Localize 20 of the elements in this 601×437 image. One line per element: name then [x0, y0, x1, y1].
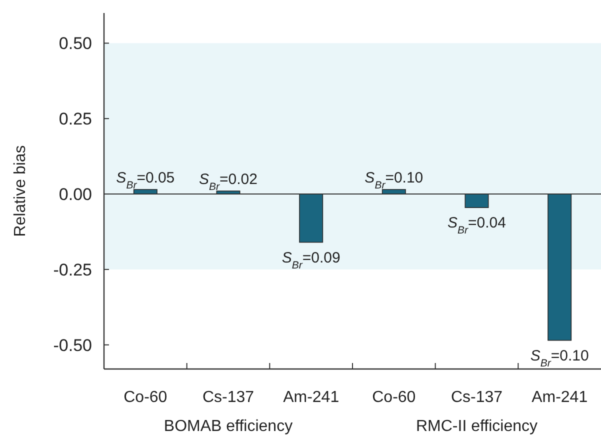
x-tick-label: Co-60 — [124, 389, 168, 406]
x-tick-label: Am-241 — [532, 389, 588, 406]
x-tick-label: Co-60 — [372, 389, 416, 406]
y-tick-label: 0.00 — [58, 184, 92, 204]
x-tick-label: Am-241 — [283, 389, 340, 406]
annotation: S$_{Br}$=0.10 — [530, 347, 589, 370]
annotation: S$_{Br}$=0.10 — [364, 169, 424, 192]
x-tick-label: Cs-137 — [202, 389, 254, 406]
x-tick-label: Cs-137 — [450, 389, 503, 406]
y-tick-label: 0.25 — [58, 110, 92, 129]
y-tick-label: 0.50 — [58, 34, 92, 54]
text: RMC-II efficiency — [416, 418, 538, 435]
text: BOMAB efficiency — [164, 418, 293, 435]
y-axis-title: Relative bias — [12, 145, 29, 237]
annotation: S$_{Br}$=0.04 — [448, 214, 506, 237]
annotation: S$_{Br}$=0.05 — [116, 169, 175, 192]
annotation: S$_{Br}$=0.02 — [199, 171, 258, 193]
y-tick-label: -0.50 — [53, 336, 92, 355]
annotation: S$_{Br}$=0.09 — [282, 249, 340, 272]
y-tick-label: -0.25 — [53, 260, 92, 280]
